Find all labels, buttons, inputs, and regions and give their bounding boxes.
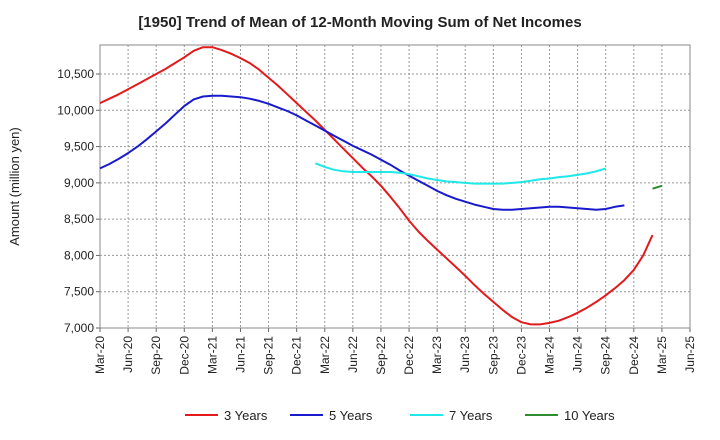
gridlines	[99, 45, 691, 329]
series-line-3-years	[99, 46, 654, 326]
legend-label: 5 Years	[329, 408, 373, 423]
y-tick-label: 9,500	[64, 140, 94, 154]
y-tick-label: 7,500	[64, 285, 94, 299]
y-tick-label: 10,500	[57, 67, 94, 81]
legend-label: 3 Years	[224, 408, 268, 423]
y-axis-label: Amount (million yen)	[7, 127, 22, 246]
y-tick-label: 7,000	[64, 321, 94, 335]
x-tick-label: Dec-21	[290, 336, 304, 375]
y-axis-ticks: 7,000 7,500 8,000 8,500 9,000 9,500 10,000 10,5…	[57, 67, 100, 335]
x-tick-label: Jun-25	[683, 336, 697, 373]
chart-title: [1950] Trend of Mean of 12-Month Moving …	[138, 14, 582, 31]
x-tick-label: Mar-22	[318, 336, 332, 374]
x-tick-label: Mar-21	[205, 336, 219, 374]
x-tick-label: Sep-24	[599, 336, 613, 375]
x-tick-label: Jun-23	[458, 336, 472, 373]
series-line-5-years	[99, 94, 625, 211]
x-tick-label: Dec-20	[177, 336, 191, 375]
plot-area	[99, 44, 691, 329]
x-tick-label: Sep-20	[149, 336, 163, 375]
series-line-7-years	[315, 162, 606, 185]
y-tick-label: 9,000	[64, 176, 94, 190]
x-tick-label: Mar-24	[543, 336, 557, 374]
x-tick-label: Jun-22	[346, 336, 360, 373]
x-tick-label: Sep-22	[374, 336, 388, 375]
legend: 3 Years 5 Years 7 Years 10 Years	[185, 408, 615, 423]
x-tick-label: Jun-20	[121, 336, 135, 373]
y-tick-label: 8,500	[64, 212, 94, 226]
x-tick-label: Dec-24	[627, 336, 641, 375]
series-lines	[99, 46, 663, 326]
legend-label: 7 Years	[449, 408, 493, 423]
x-axis-ticks: Mar-20 Jun-20 Sep-20 Dec-20 Mar-21 Jun-21 Sep-…	[93, 328, 697, 375]
x-tick-label: Sep-21	[262, 336, 276, 375]
x-tick-label: Mar-25	[655, 336, 669, 374]
legend-label: 10 Years	[564, 408, 615, 423]
x-tick-label: Jun-24	[571, 336, 585, 373]
x-tick-label: Sep-23	[486, 336, 500, 375]
x-tick-label: Mar-20	[93, 336, 107, 374]
y-tick-label: 10,000	[57, 103, 94, 117]
x-tick-label: Jun-21	[233, 336, 247, 373]
x-tick-label: Dec-23	[514, 336, 528, 375]
x-tick-label: Dec-22	[402, 336, 416, 375]
y-tick-label: 8,000	[64, 248, 94, 262]
series-line-10-years	[652, 184, 663, 190]
x-tick-label: Mar-23	[430, 336, 444, 374]
